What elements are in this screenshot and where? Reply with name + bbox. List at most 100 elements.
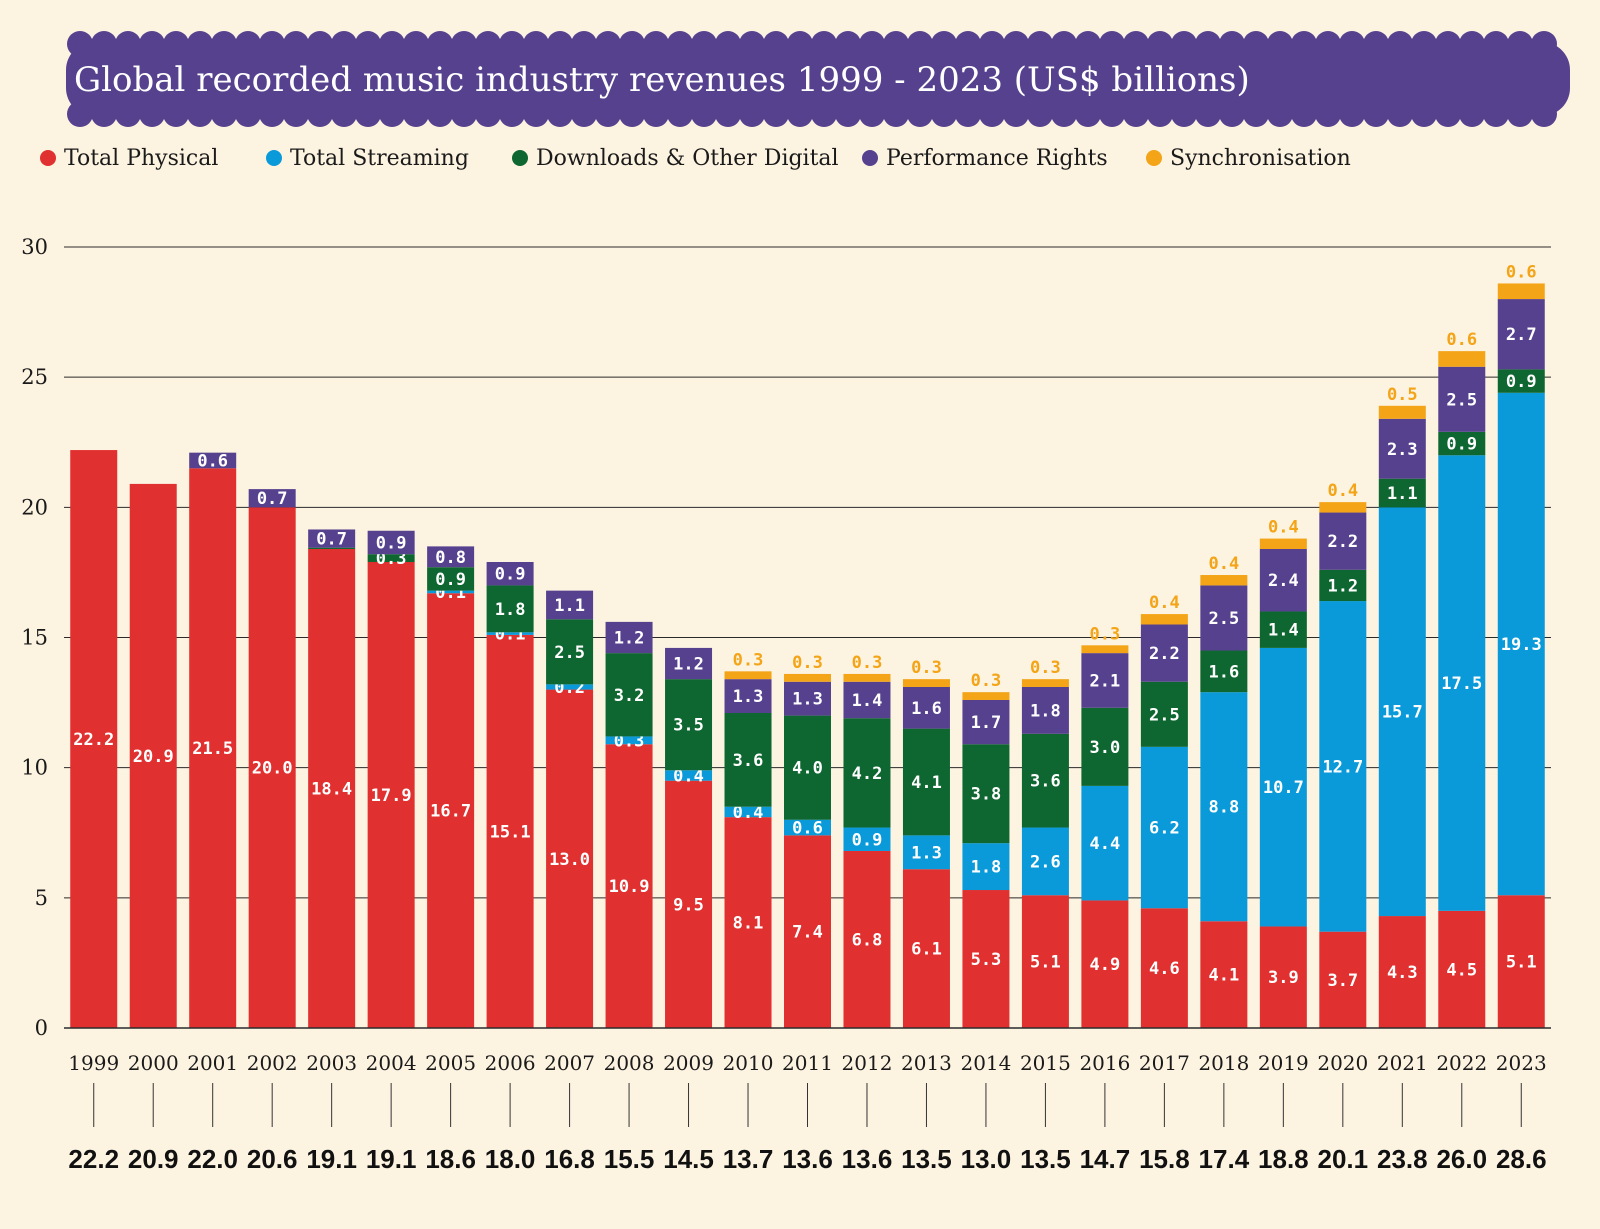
data-label: 0.3 — [733, 650, 764, 670]
total-label: 18.6 — [425, 1144, 476, 1174]
data-label: 4.6 — [1149, 959, 1180, 979]
total-label: 22.0 — [187, 1144, 238, 1174]
bar-segment — [902, 869, 950, 1028]
data-label: 2.6 — [1030, 852, 1061, 872]
x-tick-label: 2002 — [247, 1051, 298, 1075]
legend-item: Downloads & Other Digital — [512, 146, 839, 171]
data-label: 2.2 — [1327, 532, 1358, 552]
legend-swatch — [862, 150, 878, 166]
x-axis: 1999 22.2 2000 20.9 2001 22.0 2002 20.6 2003 19.1… — [68, 1051, 1546, 1174]
bar-segment — [1259, 538, 1307, 549]
data-label: 1.6 — [911, 699, 942, 719]
bar-segment — [1438, 431, 1486, 456]
bar-segment — [1438, 910, 1486, 1028]
bar-segment — [784, 819, 831, 836]
bar-segment — [843, 673, 891, 682]
data-label: 7.4 — [792, 923, 823, 943]
bar-stack-2005: 16.70.10.90.8 — [427, 546, 475, 1028]
bar-segment — [843, 681, 891, 719]
x-tick-label: 2003 — [306, 1051, 357, 1075]
x-tick-label: 2018 — [1198, 1051, 1249, 1075]
bar-segment — [1021, 827, 1069, 896]
bar-segment — [1140, 614, 1188, 625]
data-label: 0.9 — [376, 533, 407, 553]
data-label: 4.4 — [1090, 834, 1121, 854]
legend-label: Performance Rights — [886, 146, 1108, 171]
bar-stack-2008: 10.90.33.21.2 — [605, 621, 653, 1028]
bar-segment — [1081, 900, 1129, 1028]
data-label: 3.0 — [1090, 738, 1121, 758]
data-label: 4.2 — [852, 764, 883, 784]
bar-segment — [1140, 681, 1188, 747]
legend-swatch — [1146, 150, 1162, 166]
bar-segment — [724, 679, 772, 713]
bar-segment — [784, 673, 831, 682]
bar-segment — [665, 780, 713, 1028]
data-label: 6.1 — [911, 940, 942, 960]
y-tick-label: 10 — [21, 756, 48, 780]
bar-segment — [605, 744, 653, 1028]
data-label: 2.4 — [1268, 571, 1299, 591]
x-tick-label: 2022 — [1436, 1051, 1487, 1075]
bar-stack-2016: 4.9 4.4 3.0 2.1 0.3 — [1081, 624, 1129, 1028]
legend-label: Synchronisation — [1170, 146, 1351, 171]
bar-segment — [367, 554, 415, 563]
x-tick-label: 2013 — [901, 1051, 952, 1075]
total-label: 20.6 — [247, 1144, 298, 1174]
bar-segment — [962, 843, 1010, 891]
data-label: 1.1 — [554, 596, 585, 616]
x-tick-label: 2023 — [1496, 1051, 1547, 1075]
bar-segment — [1378, 916, 1426, 1028]
chart-title: Global recorded music industry revenues … — [74, 60, 1250, 100]
bar-segment — [1200, 575, 1248, 586]
data-label: 8.1 — [733, 914, 764, 934]
bar-segment — [486, 562, 534, 586]
data-label: 0.7 — [257, 489, 288, 509]
data-label: 3.6 — [1030, 772, 1061, 792]
bar-stack-2023: 5.1 19.3 0.9 2.7 0.6 — [1497, 262, 1545, 1028]
data-label: 1.2 — [1327, 576, 1358, 596]
bar-stack-2004: 17.90.30.9 — [367, 530, 415, 1028]
bar-segment — [1438, 366, 1486, 432]
x-tick-label: 2020 — [1317, 1051, 1368, 1075]
bar-segment — [1319, 601, 1367, 932]
data-label: 18.4 — [311, 779, 352, 799]
bar-stack-1999: 22.2 — [70, 450, 118, 1028]
bar-segment — [427, 590, 475, 594]
y-tick-label: 0 — [35, 1016, 48, 1040]
bar-segment — [1497, 392, 1545, 896]
bar-segment — [1319, 512, 1367, 570]
bar-segment — [784, 835, 831, 1028]
total-label: 18.0 — [485, 1144, 536, 1174]
bar-segment — [248, 489, 296, 508]
bar-segment — [605, 736, 653, 745]
total-label: 22.2 — [68, 1144, 119, 1174]
bar-segment — [1021, 733, 1069, 828]
data-label: 1.8 — [1030, 701, 1061, 721]
bar-segment — [605, 653, 653, 737]
data-label: 8.8 — [1209, 798, 1240, 818]
total-label: 14.7 — [1080, 1144, 1131, 1174]
data-label: 0.4 — [1149, 593, 1180, 613]
bar-segment — [1200, 650, 1248, 693]
bar-segment — [724, 712, 772, 807]
x-tick-label: 2008 — [604, 1051, 655, 1075]
bar-segment — [1081, 653, 1129, 708]
x-tick-label: 2017 — [1139, 1051, 1190, 1075]
bar-segment — [843, 718, 891, 828]
bar-segment — [962, 699, 1010, 745]
bar-segment — [308, 529, 356, 548]
data-label: 2.5 — [554, 643, 585, 663]
bar-segment — [962, 744, 1010, 844]
bar-segment — [724, 806, 772, 818]
total-label: 13.7 — [723, 1144, 774, 1174]
bar-segment — [1021, 895, 1069, 1028]
legend-swatch — [512, 150, 528, 166]
bar-segment — [546, 689, 594, 1028]
data-label: 0.4 — [733, 803, 764, 823]
data-label: 4.0 — [792, 759, 823, 779]
bar-segment — [486, 634, 534, 1028]
bar-stack-2009: 9.5 0.4 3.5 1.2 — [665, 647, 713, 1028]
bar-segment — [1081, 707, 1129, 786]
